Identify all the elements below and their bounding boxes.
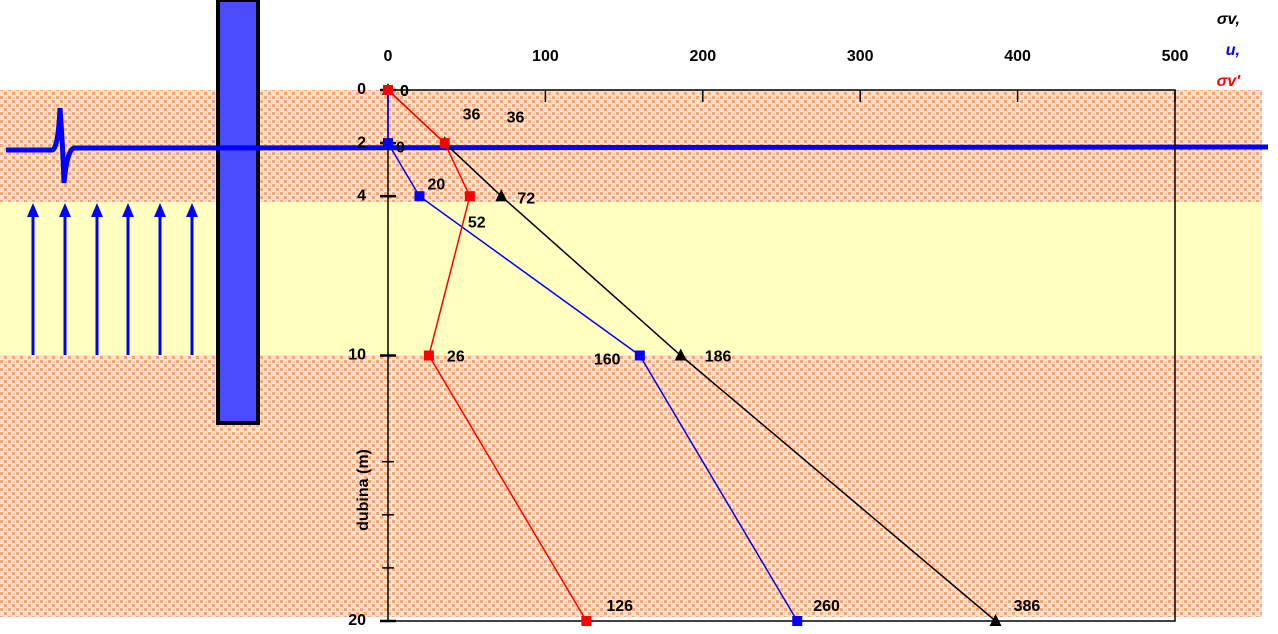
y-tick-label: 20 <box>348 612 366 629</box>
marker <box>465 191 475 201</box>
y-tick-label: 4 <box>357 187 366 204</box>
data-label: 260 <box>813 598 840 615</box>
data-label: 386 <box>1014 598 1041 615</box>
x-tick-label: 300 <box>847 48 874 65</box>
marker <box>635 351 645 361</box>
clay-layer <box>0 202 1262 355</box>
marker <box>792 616 802 626</box>
legend-entry: u, <box>1226 42 1240 59</box>
pile <box>218 0 258 423</box>
marker <box>414 191 424 201</box>
data-label: 126 <box>606 598 633 615</box>
chart: dubina (m) 01002003004005000241020σv,u,σ… <box>0 0 1278 634</box>
data-label: 36 <box>463 106 481 123</box>
x-tick-label: 0 <box>384 48 393 65</box>
legend-entry: σv' <box>1217 73 1242 90</box>
marker <box>440 138 450 148</box>
marker <box>383 138 393 148</box>
x-tick-label: 200 <box>689 48 716 65</box>
marker <box>383 85 393 95</box>
data-label: 186 <box>705 349 732 366</box>
sand-layer <box>0 355 1262 617</box>
legend-entry: σv, <box>1217 11 1240 28</box>
data-label: 36 <box>507 109 525 126</box>
data-label: 26 <box>447 349 465 366</box>
y-tick-label: 0 <box>357 81 366 98</box>
data-label: 0 <box>396 139 405 156</box>
y-axis-label: dubina (m) <box>355 449 372 531</box>
x-tick-label: 100 <box>532 48 559 65</box>
data-label: 52 <box>468 214 486 231</box>
marker <box>581 616 591 626</box>
data-label: 20 <box>427 176 445 193</box>
x-tick-label: 500 <box>1162 48 1189 65</box>
x-tick-label: 400 <box>1004 48 1031 65</box>
y-tick-label: 10 <box>348 347 366 364</box>
data-label: 72 <box>517 190 535 207</box>
data-label: 160 <box>594 352 621 369</box>
marker <box>424 351 434 361</box>
data-label: 0 <box>400 83 409 100</box>
y-tick-label: 2 <box>357 134 366 151</box>
